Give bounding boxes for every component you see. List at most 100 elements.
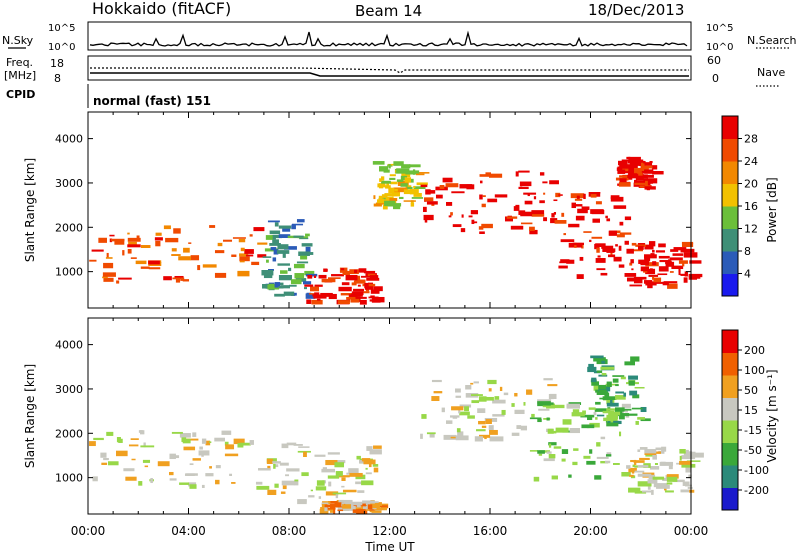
power-cell-3-20 [403,200,416,202]
velocity-cell-3-15 [478,420,486,425]
velocity-cell-0-47 [255,481,263,485]
power-cell-6-39 [658,255,670,259]
nave-tick-low: 0 [712,72,719,85]
velocity-cell-5-48 [637,465,649,468]
velocity-cell-5-8 [663,488,667,491]
power-cell-5-47 [618,264,625,268]
power-cell-3-24 [405,185,412,189]
velocity-cell-4-9 [561,458,566,462]
velocity-cell-5-7 [649,466,660,470]
power-cell-6-68 [673,247,687,251]
power-cell-5-59 [576,195,580,200]
power-cell-0-9 [239,253,249,257]
velocity-cell-2-45 [373,507,387,511]
velocity-cell-1-26 [274,483,279,488]
power-cell-5-36 [619,232,632,235]
power-colorbar-seg-2 [722,228,738,252]
velocity-cell-4-8 [596,456,609,459]
power-cell-0-58 [102,272,116,277]
velocity-cell-1-68 [373,467,379,473]
velocity-cell-6-60 [612,378,619,383]
velocity-cell-0-20 [183,446,196,451]
velocity-cell-0-6 [224,441,229,446]
power-cell-6-31 [665,261,675,267]
power-cell-0-60 [239,260,245,263]
power-cell-6-17 [644,244,654,250]
power-cell-5-51 [616,234,625,238]
power-cell-2-63 [318,274,327,279]
power-cell-0-57 [214,250,225,254]
velocity-cell-5-3 [681,455,696,460]
velocity-cell-6-51 [603,417,613,422]
velocity-cell-0-56 [130,438,139,440]
velocity-colorbar-seg-3 [722,420,738,443]
power-cell-3-14 [400,175,408,181]
velocity-cell-6-2 [635,420,639,425]
power-cell-3-47 [416,182,428,186]
power-cell-5-48 [590,209,604,214]
velocity-cell-4-69 [529,417,542,420]
power-cell-3-22 [373,195,376,200]
power-cell-5-9 [553,212,557,215]
velocity-cell-6-55 [624,361,636,366]
power-cell-5-41 [575,215,585,221]
power-cell-7-35 [618,160,628,166]
power-cell-5-54 [624,240,629,245]
velocity-cell-3-29 [526,389,533,395]
power-cell-5-11 [577,208,588,214]
velocity-colorbar-tick-label-1: 100 [744,364,765,377]
power-cell-1-4 [268,269,274,271]
velocity-cell-3-44 [431,396,440,402]
power-cell-2-0 [338,286,352,292]
velocity-cell-4-63 [537,450,545,454]
power-cell-5-49 [566,259,575,264]
velocity-cell-2-69 [324,507,328,512]
velocity-cell-4-14 [572,409,580,415]
power-cell-6-23 [643,270,648,273]
velocity-cell-5-20 [639,447,648,450]
velocity-cell-3-21 [492,414,505,417]
power-cell-1-24 [288,284,297,287]
power-cell-2-64 [313,294,327,299]
power-cell-2-51 [362,283,376,287]
power-cell-4-55 [448,215,452,218]
power-cell-4-54 [481,203,486,208]
power-cell-0-18 [89,259,97,262]
velocity-cell-1-18 [327,452,340,455]
velocity-cell-6-14 [606,408,620,411]
velocity-cell-2-61 [372,503,380,509]
power-cell-3-56 [379,178,382,182]
power-cell-6-15 [645,262,659,267]
velocity-cell-5-29 [661,446,667,452]
power-cell-3-21 [411,197,424,199]
power-cell-6-47 [653,277,662,283]
power-cell-1-48 [291,224,296,230]
power-cell-4-29 [489,173,503,178]
power-cell-1-53 [302,252,314,255]
velocity-colorbar-label: Velocity [m s⁻¹] [765,369,779,462]
velocity-cell-1-53 [281,443,289,449]
power-cell-1-69 [280,246,288,250]
power-cell-1-68 [265,235,273,240]
velocity-ytick-label-0: 4000 [55,339,83,352]
power-cell-6-52 [657,273,668,276]
power-cell-4-42 [531,210,545,215]
power-cell-2-37 [356,275,361,280]
power-cell-3-9 [408,178,414,183]
velocity-cell-6-66 [601,372,607,376]
power-colorbar-seg-6 [722,138,738,162]
velocity-cell-1-23 [341,477,346,481]
power-cell-1-57 [267,220,280,223]
power-ytick-label-0: 4000 [55,133,83,146]
velocity-cell-3-6 [443,434,457,440]
power-cell-6-60 [638,259,646,264]
power-cell-7-38 [641,162,653,166]
velocity-cell-1-4 [314,454,326,457]
power-cell-4-46 [506,216,518,219]
power-cell-4-43 [539,172,545,176]
power-cell-7-25 [651,165,658,170]
power-cell-7-55 [634,182,648,185]
power-cell-4-40 [518,186,529,190]
power-ytick-label-3: 1000 [55,266,83,279]
velocity-cell-1-16 [325,491,339,496]
